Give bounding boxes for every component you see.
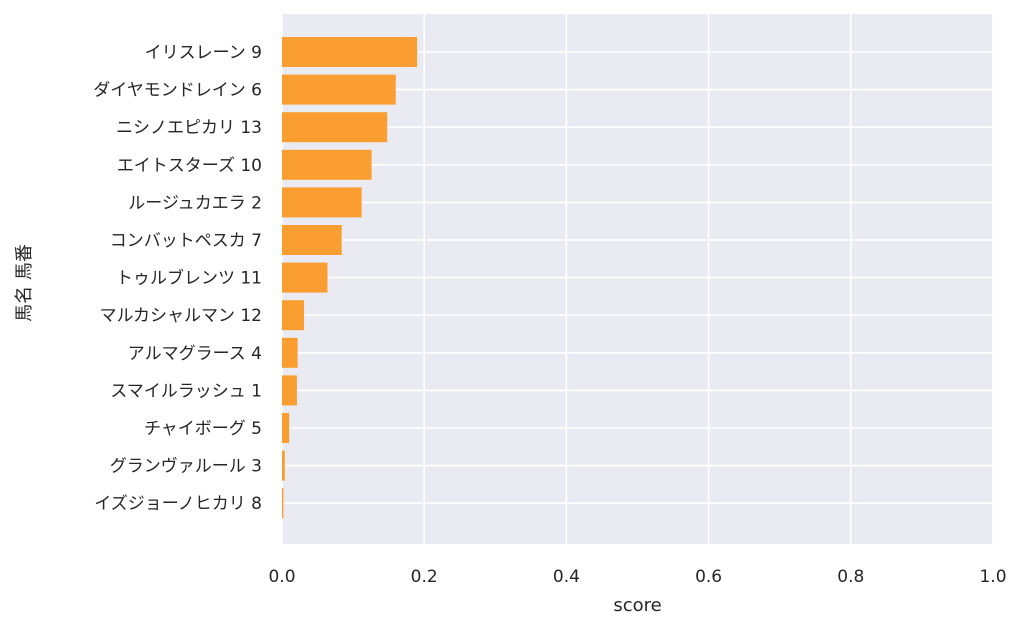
y-tick-label: マルカシャルマン 12	[99, 306, 262, 326]
bar	[282, 225, 342, 255]
y-tick-labels: イリスレーン 9 ダイヤモンドレイン 6 ニシノエピカリ 13 エイトスターズ 10 ル…	[93, 43, 262, 514]
x-tick-label: 0.0	[268, 567, 295, 587]
y-tick-label: グランヴァルール 3	[110, 457, 262, 477]
y-tick-label: スマイルラッシュ 1	[110, 381, 262, 401]
bar	[282, 337, 298, 368]
y-tick-label: ニシノエピカリ 13	[116, 118, 262, 138]
bar	[282, 300, 305, 331]
x-tick-label: 0.4	[553, 567, 580, 587]
bar	[282, 450, 285, 481]
bars	[282, 37, 418, 519]
x-tick-label: 0.8	[837, 567, 864, 587]
y-tick-label: ダイヤモンドレイン 6	[93, 81, 262, 101]
y-tick-label: チャイボーグ 5	[144, 419, 262, 439]
y-tick-label: イズジョーノヒカリ 8	[94, 494, 262, 514]
x-tick-label: 0.6	[695, 567, 722, 587]
bar	[282, 112, 388, 143]
bar	[282, 187, 362, 218]
plot-area	[282, 14, 993, 544]
x-tick-label: 1.0	[979, 567, 1006, 587]
x-tick-label: 0.2	[411, 567, 438, 587]
x-tick-labels: 0.0 0.2 0.4 0.6 0.8 1.0	[268, 567, 1006, 587]
bar	[282, 375, 297, 406]
bar	[282, 488, 284, 519]
y-tick-label: ルージュカエラ 2	[128, 193, 262, 213]
y-tick-label: イリスレーン 9	[145, 43, 262, 63]
grid-lines	[281, 14, 994, 544]
y-tick-label: トゥルブレンツ 11	[116, 268, 262, 289]
y-tick-label: コンバットペスカ 7	[110, 231, 262, 251]
y-tick-label: アルマグラース 4	[128, 344, 262, 364]
bar	[282, 74, 396, 105]
y-axis-label: 馬名 馬番	[14, 244, 35, 322]
bar	[282, 37, 418, 67]
x-axis-label: score	[613, 595, 661, 616]
bar	[282, 413, 290, 443]
y-tick-label: エイトスターズ 10	[117, 156, 262, 176]
bar	[282, 149, 372, 180]
bar	[282, 262, 328, 293]
